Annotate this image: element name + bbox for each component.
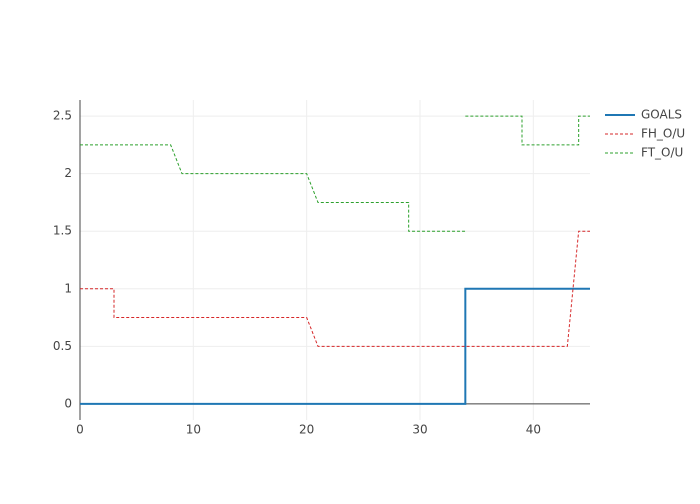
- x-tick-label: 40: [526, 423, 541, 437]
- x-tick-label: 30: [412, 423, 427, 437]
- series-line: [80, 115, 590, 232]
- legend-label: FT_O/U: [641, 146, 683, 160]
- y-tick-label: 1.5: [53, 224, 72, 238]
- y-tick-label: 2.5: [53, 109, 72, 123]
- y-tick-label: 0.5: [53, 339, 72, 353]
- x-tick-label: 20: [299, 423, 314, 437]
- x-tick-label: 0: [76, 423, 84, 437]
- y-tick-label: 2: [64, 166, 72, 180]
- x-tick-label: 10: [186, 423, 201, 437]
- legend-label: GOALS: [641, 108, 682, 122]
- series-line: [80, 287, 590, 405]
- legend-label: FH_O/U: [641, 127, 685, 141]
- y-tick-label: 0: [64, 396, 72, 410]
- series-line: [80, 230, 590, 347]
- y-tick-label: 1: [64, 281, 72, 295]
